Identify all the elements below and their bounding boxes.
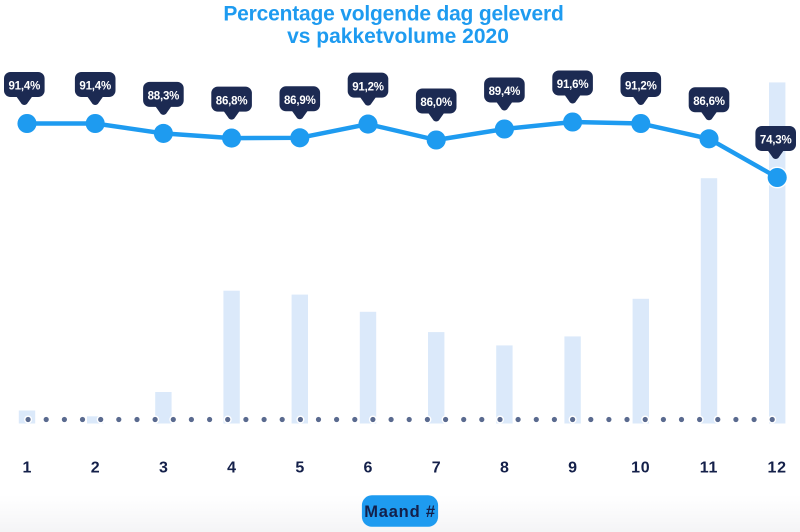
svg-text:9: 9 [568,460,577,477]
svg-text:12: 12 [767,460,786,477]
svg-text:10: 10 [631,460,650,477]
svg-text:vs pakketvolume 2020: vs pakketvolume 2020 [287,25,509,48]
svg-text:91,6%: 91,6% [557,79,589,91]
svg-text:74,3%: 74,3% [760,135,792,147]
svg-text:86,6%: 86,6% [693,96,725,108]
svg-text:86,9%: 86,9% [284,95,316,107]
svg-text:91,2%: 91,2% [352,81,384,93]
svg-text:11: 11 [700,460,719,477]
svg-text:6: 6 [364,460,373,477]
svg-text:Maand #: Maand # [364,503,436,521]
svg-text:2: 2 [91,460,100,477]
svg-text:5: 5 [295,460,304,477]
svg-text:Percentage volgende dag geleve: Percentage volgende dag geleverd [223,3,563,26]
svg-text:86,8%: 86,8% [216,95,248,107]
svg-text:4: 4 [227,460,236,477]
svg-text:91,4%: 91,4% [8,81,40,93]
svg-text:7: 7 [432,460,441,477]
svg-text:91,2%: 91,2% [625,81,657,93]
svg-text:91,4%: 91,4% [79,81,111,93]
svg-text:89,4%: 89,4% [489,86,521,98]
svg-text:1: 1 [23,460,32,477]
svg-text:86,0%: 86,0% [420,97,452,109]
svg-text:8: 8 [500,460,509,477]
svg-text:88,3%: 88,3% [148,91,180,103]
svg-text:3: 3 [159,460,168,477]
